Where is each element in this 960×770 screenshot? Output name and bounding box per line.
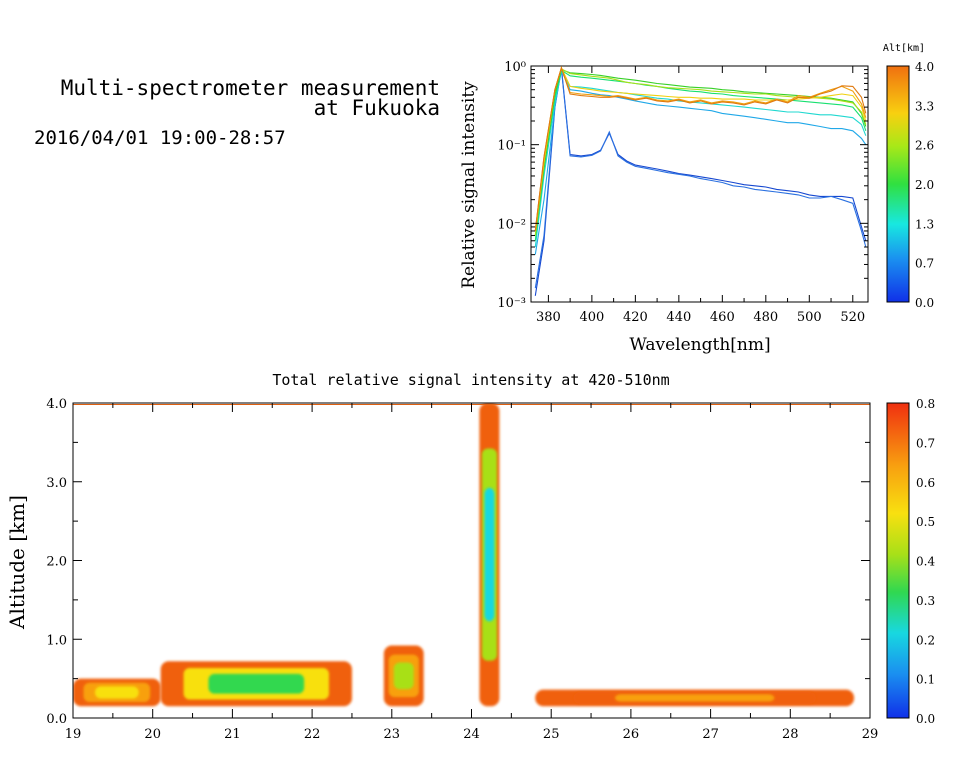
- altitude-colorbar-label: 0.7: [915, 257, 934, 271]
- heatmap-y-ticks: 0.0 1.0 2.0 3.0 4.0: [46, 397, 870, 727]
- heatmap-x-tick-label: 24: [463, 727, 480, 742]
- heatmap-feature-cloud-column: [479, 403, 500, 707]
- altitude-colorbar-label: 0.0: [915, 296, 934, 310]
- spectrum-x-axis-label: Wavelength[nm]: [629, 335, 770, 355]
- heatmap-feature-aerosol-layer: [73, 678, 161, 707]
- heatmap-x-tick-label: 25: [543, 727, 560, 742]
- spectrum-x-tick-label: 460: [710, 310, 735, 325]
- spectrum-x-tick-label: 480: [753, 310, 778, 325]
- intensity-colorbar-label: 0.3: [916, 594, 935, 608]
- intensity-heatmap-chart: Total relative signal intensity at 420-5…: [5, 371, 935, 742]
- spectrum-series-7: [534, 66, 867, 232]
- spectrum-x-tick-label: 500: [797, 310, 822, 325]
- heatmap-x-tick-label: 23: [384, 727, 401, 742]
- spectrum-series-8: [534, 66, 867, 232]
- heatmap-feature-aerosol-layer: [160, 661, 352, 707]
- heatmap-y-tick-label: 0.0: [46, 712, 67, 727]
- heatmap-x-ticks: 19 20 21 22 23 24 25 26 27 28 29: [65, 403, 879, 742]
- figure-subtitle: 2016/04/01 19:00-28:57: [34, 127, 286, 149]
- feature-core: [208, 673, 305, 694]
- altitude-colorbar-label: 4.0: [915, 60, 934, 74]
- heatmap-y-tick-label: 4.0: [46, 397, 67, 412]
- intensity-colorbar-label: 0.1: [916, 673, 935, 687]
- feature-core: [614, 694, 775, 702]
- altitude-colorbar-label: 2.0: [915, 178, 934, 192]
- spectrum-x-ticks: 380 400 420 440 460 480 500 520: [536, 66, 865, 325]
- spectrum-series-group: [534, 65, 867, 296]
- altitude-colorbar: [886, 65, 910, 303]
- altitude-colorbar-labels: 4.0 3.3 2.6 2.0 1.3 0.7 0.0: [915, 60, 934, 310]
- spectrum-x-tick-label: 380: [536, 310, 561, 325]
- spectrum-chart: 380 400 420 440 460 480 500 520 10⁻³ 10⁻² 10⁻¹ 10⁰…: [459, 43, 934, 355]
- spectrum-y-tick-label: 10⁰: [504, 60, 526, 75]
- heatmap-x-tick-label: 28: [782, 727, 799, 742]
- heatmap-feature-aerosol-layer: [535, 689, 855, 707]
- altitude-colorbar-label: 1.3: [915, 217, 934, 231]
- spectrum-x-tick-label: 400: [579, 310, 604, 325]
- intensity-colorbar-label: 0.2: [916, 633, 935, 647]
- spectrum-x-tick-label: 520: [840, 310, 865, 325]
- heatmap-x-tick-label: 20: [144, 727, 161, 742]
- heatmap-x-tick-label: 19: [65, 727, 82, 742]
- heatmap-x-tick-label: 21: [224, 727, 241, 742]
- heatmap-y-tick-label: 1.0: [46, 633, 67, 648]
- feature-core: [94, 686, 139, 699]
- figure-title-line1: Multi-spectrometer measurement: [60, 76, 440, 100]
- heatmap-field: [73, 403, 870, 707]
- intensity-colorbar: [886, 402, 910, 719]
- spectrum-series-1: [534, 68, 867, 289]
- heatmap-feature-aerosol-patch: [383, 645, 424, 707]
- heatmap-y-axis-label: Altitude [km]: [5, 495, 29, 630]
- feature-core: [393, 662, 414, 690]
- spectrum-series-9: [534, 65, 867, 232]
- heatmap-x-tick-label: 29: [862, 727, 879, 742]
- heatmap-x-tick-label: 22: [304, 727, 321, 742]
- spectrum-y-tick-label: 10⁻³: [497, 296, 526, 311]
- spectrum-y-tick-label: 10⁻¹: [497, 139, 526, 154]
- spectrum-series-0: [534, 67, 867, 296]
- spectrum-y-ticks: 10⁻³ 10⁻² 10⁻¹ 10⁰: [497, 60, 868, 311]
- spectrum-series-5: [534, 68, 867, 236]
- heatmap-x-tick-label: 26: [623, 727, 640, 742]
- spectrum-x-tick-label: 440: [666, 310, 691, 325]
- intensity-colorbar-label: 0.8: [916, 397, 935, 411]
- heatmap-x-tick-label: 27: [702, 727, 719, 742]
- altitude-legend-title: Alt[km]: [883, 43, 925, 54]
- heatmap-title: Total relative signal intensity at 420-5…: [272, 371, 669, 389]
- heatmap-y-tick-label: 2.0: [46, 555, 67, 570]
- spectrum-series-2: [534, 67, 867, 255]
- intensity-colorbar-label: 0.5: [916, 515, 935, 529]
- spectrum-y-axis-label: Relative signal intensity: [459, 81, 479, 289]
- altitude-colorbar-label: 2.6: [915, 139, 934, 153]
- intensity-colorbar-label: 0.4: [916, 555, 935, 569]
- figure-title-line2: at Fukuoka: [313, 96, 440, 120]
- altitude-colorbar-label: 3.3: [915, 99, 934, 113]
- spectrum-plot-frame: [530, 65, 869, 303]
- intensity-colorbar-label: 0.7: [916, 436, 935, 450]
- intensity-colorbar-label: 0.0: [916, 712, 935, 726]
- spectrum-x-tick-label: 420: [623, 310, 648, 325]
- heatmap-y-tick-label: 3.0: [46, 476, 67, 491]
- spectrum-y-tick-label: 10⁻²: [497, 217, 526, 232]
- intensity-colorbar-labels: 0.8 0.7 0.6 0.5 0.4 0.3 0.2 0.1 0.0: [916, 397, 935, 726]
- feature-core: [484, 487, 495, 622]
- spectrum-series-4: [534, 69, 867, 241]
- intensity-colorbar-label: 0.6: [916, 476, 935, 490]
